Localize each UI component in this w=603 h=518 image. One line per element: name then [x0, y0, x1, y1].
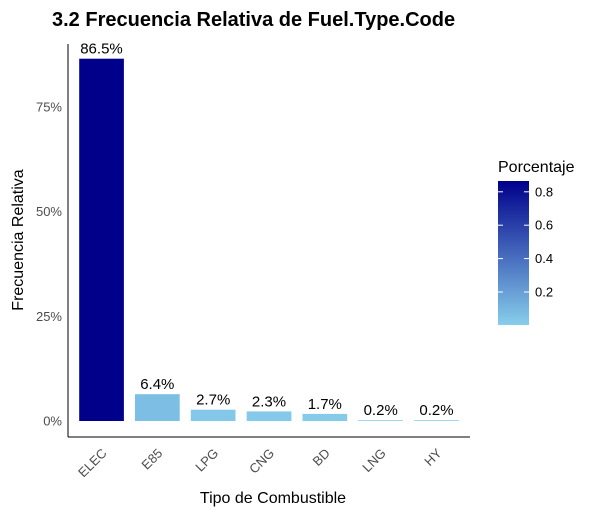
data-label-hy: 0.2% — [419, 402, 453, 419]
y-axis-title: Frecuencia Relativa — [10, 169, 27, 311]
x-tick-label-hy: HY — [421, 445, 445, 469]
data-label-bd: 1.7% — [308, 396, 342, 413]
x-tick-label-lng: LNG — [359, 446, 389, 476]
y-tick-label: 50% — [36, 204, 62, 219]
x-tick-label-cng: CNG — [246, 446, 277, 477]
legend-tick-label: 0.2 — [535, 285, 553, 300]
data-label-lng: 0.2% — [364, 402, 398, 419]
bar-e85 — [135, 394, 180, 421]
bar-cng — [246, 411, 292, 421]
x-tick-label-e85: E85 — [138, 446, 165, 473]
data-label-elec: 86.5% — [80, 41, 123, 58]
legend-tick-label: 0.6 — [535, 218, 553, 233]
legend-title: Porcentaje — [498, 159, 575, 176]
bars-group — [79, 58, 459, 421]
data-labels-group: 86.5% 6.4% 2.7% 2.3% 1.7% 0.2% 0.2% — [80, 41, 453, 420]
x-tick-label-lpg: LPG — [192, 446, 221, 475]
x-tick-label-bd: BD — [310, 446, 333, 469]
bar-bd — [302, 413, 348, 421]
data-label-e85: 6.4% — [140, 376, 174, 393]
legend-tick-label: 0.8 — [535, 184, 553, 199]
legend-ticks-group: 0.2 0.4 0.6 0.8 — [498, 184, 553, 300]
bar-lpg — [190, 409, 236, 421]
x-axis-title: Tipo de Combustible — [200, 490, 346, 507]
x-ticks-group: ELEC E85 LPG CNG BD LNG HY — [75, 445, 445, 480]
chart-title: 3.2 Frecuencia Relativa de Fuel.Type.Cod… — [52, 9, 455, 31]
bar-elec — [79, 58, 124, 421]
data-label-cng: 2.3% — [252, 393, 286, 410]
legend: Porcentaje 0.2 0.4 0.6 0.8 — [498, 159, 575, 325]
bar-hy — [414, 420, 459, 421]
data-label-lpg: 2.7% — [196, 392, 230, 409]
legend-tick-label: 0.4 — [535, 251, 553, 266]
x-tick-label-elec: ELEC — [75, 446, 110, 481]
y-tick-label: 25% — [36, 309, 62, 324]
bar-lng — [358, 420, 403, 421]
legend-colorbar — [498, 181, 529, 325]
y-tick-label: 75% — [36, 99, 62, 114]
y-tick-label: 0% — [43, 414, 62, 429]
y-ticks-group: 0% 25% 50% 75% — [36, 99, 62, 428]
